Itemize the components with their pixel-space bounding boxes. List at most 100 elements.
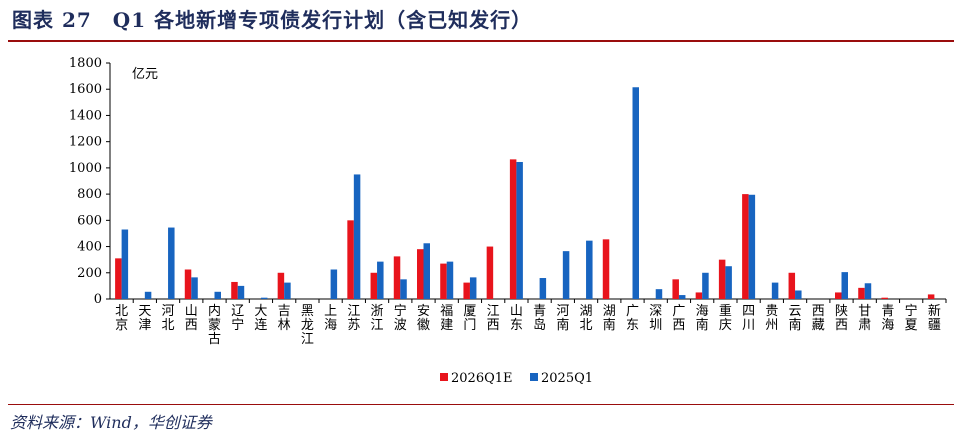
legend-swatch-2025Q1 [530,373,538,381]
category-label-上海: 上海 [324,304,337,333]
bar-2026Q1E-安徽 [417,249,424,299]
bar-2025Q1-广东 [632,87,639,299]
legend-label-2026Q1E: 2026Q1E [451,371,513,386]
bar-2026Q1E-辽宁 [231,281,238,299]
bar-2026Q1E-吉林 [277,272,285,299]
category-label-湖南: 湖南 [603,304,616,333]
category-label-辽宁: 辽宁 [231,304,244,333]
category-label-福建: 福建 [440,304,453,333]
bar-2026Q1E-山西 [184,269,192,299]
y-tick-label: 1400 [69,108,102,123]
bar-2025Q1-重庆 [725,266,732,299]
category-label-宁夏: 宁夏 [905,303,918,333]
bar-2025Q1-福建 [446,261,454,299]
bar-2026Q1E-陕西 [835,292,842,299]
bar-chart: 0 200 400 600 800 1000 1200 1400 1600 1800 北京天津河北… [69,56,947,386]
bar-2026Q1E-云南 [788,272,796,299]
bar-2025Q1-河南 [562,251,570,299]
category-label-北京: 北京 [115,304,128,333]
category-label-四川: 四川 [742,304,755,333]
bar-2025Q1-贵州 [771,282,779,299]
bar-2026Q1E-福建 [440,263,447,299]
category-label-河北: 河北 [162,304,175,333]
y-tick-label: 400 [77,240,102,255]
y-tick-label: 0 [94,292,102,307]
bar-2026Q1E-海南 [695,292,703,299]
bar-2025Q1-浙江 [377,261,384,299]
bar-2026Q1E-湖南 [602,239,610,299]
bar-2025Q1-吉林 [284,282,291,299]
category-label-云南: 云南 [789,304,802,333]
bar-2025Q1-湖北 [586,240,593,299]
bar-2025Q1-天津 [144,291,152,299]
bar-2026Q1E-四川 [742,194,749,299]
category-label-安徽: 安徽 [417,304,430,333]
bar-2026Q1E-厦门 [463,282,470,299]
category-label-宁波: 宁波 [394,303,407,333]
category-label-湖北: 湖北 [580,304,593,333]
category-label-青岛: 青岛 [533,304,546,333]
bar-2025Q1-内蒙古 [214,291,221,299]
x-axis-categories: 北京天津河北山西内蒙古辽宁大连吉林黑龙江上海江苏浙江宁波安徽福建厦门江西山东青岛… [115,299,947,347]
bar-2026Q1E-江苏 [347,220,354,299]
y-axis-ticks: 0 200 400 600 800 1000 1200 1400 1600 1800 [69,56,110,307]
bar-2026Q1E-浙江 [370,272,378,299]
legend-label-2025Q1: 2025Q1 [541,371,593,386]
bar-2026Q1E-江西 [486,246,494,299]
bar-2025Q1-陕西 [841,272,848,299]
y-tick-label: 800 [77,187,102,202]
y-tick-label: 600 [77,213,102,228]
category-label-广西: 广西 [672,304,685,333]
category-label-新疆: 新疆 [928,303,941,333]
y-tick-label: 1800 [69,56,102,71]
source-note: 资料来源：Wind，华创证券 [10,413,212,432]
category-label-陕西: 陕西 [835,304,848,333]
category-label-广东: 广东 [626,304,639,333]
bar-2026Q1E-广西 [672,279,679,299]
category-label-天津: 天津 [138,304,151,333]
bar-2025Q1-江苏 [353,174,361,299]
category-label-山东: 山东 [510,304,523,333]
category-label-深圳: 深圳 [649,304,662,333]
category-label-黑龙江: 黑龙江 [301,304,314,347]
bar-2025Q1-青岛 [539,278,547,299]
y-tick-label: 200 [77,266,102,281]
bar-2026Q1E-新疆 [927,294,935,299]
y-tick-label: 1000 [69,161,102,176]
source-divider [8,404,954,405]
figure-title: 图表 27 Q1 各地新增专项债发行计划（含已知发行） [12,8,533,32]
bar-2025Q1-河北 [168,227,175,299]
category-label-甘肃: 甘肃 [858,304,871,333]
bar-2026Q1E-重庆 [718,259,726,299]
chart-bars [115,87,935,299]
chart-legend: 2026Q1E 2025Q1 [440,371,593,386]
category-label-西藏: 西藏 [812,304,825,333]
category-label-江西: 江西 [487,304,500,333]
bar-2025Q1-山东 [516,161,523,299]
chart-axes [109,63,946,300]
y-axis-unit: 亿元 [132,67,158,82]
y-tick-label: 1600 [69,82,102,97]
bar-2025Q1-甘肃 [864,283,872,299]
y-tick-label: 1200 [69,135,102,150]
bar-2025Q1-上海 [330,269,338,299]
bar-2026Q1E-青海 [881,297,888,299]
category-label-内蒙古: 内蒙古 [208,303,221,347]
bar-2026Q1E-北京 [115,258,122,299]
bar-2025Q1-深圳 [655,289,663,299]
category-label-海南: 海南 [696,304,709,333]
bar-2026Q1E-甘肃 [858,287,865,299]
bar-2025Q1-辽宁 [237,285,245,299]
category-label-厦门: 厦门 [463,304,476,333]
category-label-重庆: 重庆 [719,303,732,333]
bar-2025Q1-云南 [795,290,802,299]
category-label-吉林: 吉林 [278,304,291,333]
category-label-贵州: 贵州 [765,304,778,333]
bar-2025Q1-山西 [191,277,198,299]
category-label-青海: 青海 [881,304,894,333]
title-divider [8,40,954,42]
category-label-浙江: 浙江 [371,304,384,333]
bar-2025Q1-海南 [702,272,709,299]
category-label-河南: 河南 [556,304,569,333]
category-label-山西: 山西 [185,304,198,333]
